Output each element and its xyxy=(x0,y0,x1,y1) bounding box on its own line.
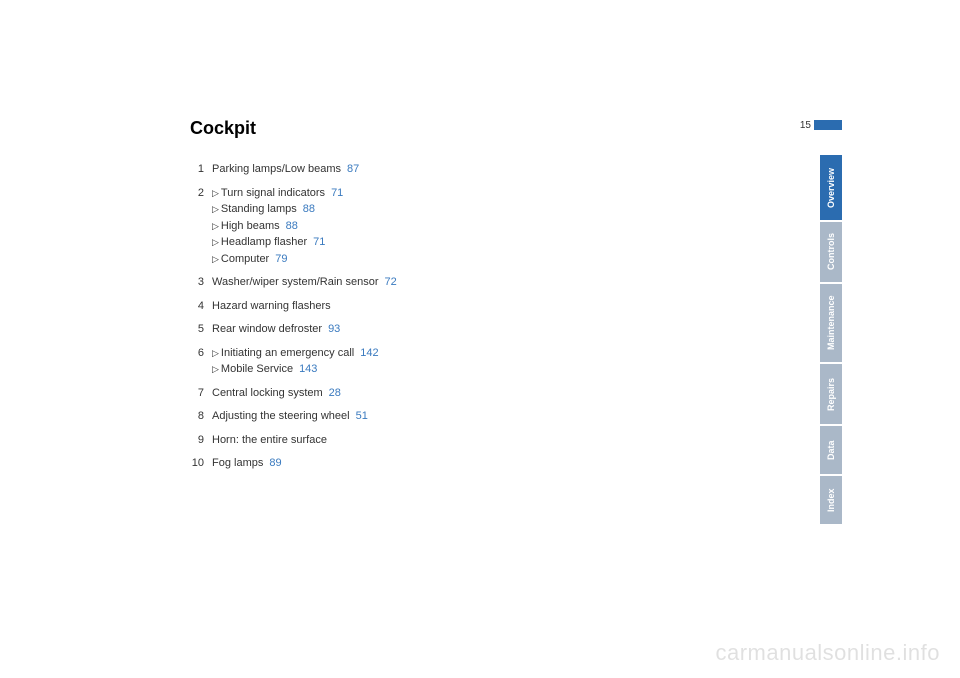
list-item: 10Fog lamps 89 xyxy=(190,455,670,472)
triangle-marker-icon: ▷ xyxy=(212,363,219,377)
list-item: 4Hazard warning flashers xyxy=(190,298,670,315)
item-number: 3 xyxy=(190,274,212,291)
item-text: Hazard warning flashers xyxy=(212,300,331,312)
item-content: ▷Turn signal indicators71▷Standing lamps… xyxy=(212,185,670,268)
item-text: Washer/wiper system/Rain sensor xyxy=(212,276,378,288)
item-content: Parking lamps/Low beams 87 xyxy=(212,161,670,178)
item-line: Central locking system 28 xyxy=(212,385,670,402)
item-line: Rear window defroster 93 xyxy=(212,321,670,338)
item-text: Headlamp flasher xyxy=(221,236,307,248)
cockpit-list: 1Parking lamps/Low beams872▷Turn signal … xyxy=(190,161,670,472)
tab-controls[interactable]: Controls xyxy=(820,222,842,282)
page-ref-link[interactable]: 143 xyxy=(299,363,317,375)
list-item: 1Parking lamps/Low beams 87 xyxy=(190,161,670,178)
list-item: 3Washer/wiper system/Rain sensor 72 xyxy=(190,274,670,291)
triangle-marker-icon: ▷ xyxy=(212,187,219,201)
page-content: Cockpit 1Parking lamps/Low beams872▷Turn… xyxy=(190,118,670,479)
item-content: Hazard warning flashers xyxy=(212,298,670,315)
item-text: Mobile Service xyxy=(221,363,293,375)
triangle-marker-icon: ▷ xyxy=(212,253,219,267)
item-text: Standing lamps xyxy=(221,203,297,215)
page-number-bar: 15 xyxy=(800,118,842,132)
item-text: Adjusting the steering wheel xyxy=(212,410,350,422)
page-number: 15 xyxy=(800,120,811,131)
triangle-marker-icon: ▷ xyxy=(212,236,219,250)
page-number-block xyxy=(814,120,842,130)
list-item: 7Central locking system 28 xyxy=(190,385,670,402)
item-line: ▷Standing lamps 88 xyxy=(212,201,670,218)
triangle-marker-icon: ▷ xyxy=(212,220,219,234)
item-number: 5 xyxy=(190,321,212,338)
page-ref-link[interactable]: 72 xyxy=(384,276,396,288)
item-line: Fog lamps 89 xyxy=(212,455,670,472)
item-text: Parking lamps/Low beams xyxy=(212,163,341,175)
page-ref-link[interactable]: 79 xyxy=(275,253,287,265)
page-ref-link[interactable]: 89 xyxy=(269,457,281,469)
tab-overview[interactable]: Overview xyxy=(820,155,842,220)
page-ref-link[interactable]: 93 xyxy=(328,323,340,335)
list-item: 6▷Initiating an emergency call 142 ▷Mobile… xyxy=(190,345,670,378)
triangle-marker-icon: ▷ xyxy=(212,347,219,361)
item-line: Parking lamps/Low beams 87 xyxy=(212,161,670,178)
item-line: ▷Turn signal indicators 71 xyxy=(212,185,670,202)
page-ref-link[interactable]: 71 xyxy=(331,187,343,199)
item-line: Hazard warning flashers xyxy=(212,298,670,315)
item-number: 7 xyxy=(190,385,212,402)
item-text: Turn signal indicators xyxy=(221,187,325,199)
list-item: 5Rear window defroster 93 xyxy=(190,321,670,338)
item-line: ▷Headlamp flasher 71 xyxy=(212,234,670,251)
list-item: 8Adjusting the steering wheel 51 xyxy=(190,408,670,425)
page-ref-link[interactable]: 88 xyxy=(303,203,315,215)
item-line: ▷Initiating an emergency call 142 xyxy=(212,345,670,362)
item-number: 4 xyxy=(190,298,212,315)
tab-maintenance[interactable]: Maintenance xyxy=(820,284,842,362)
watermark: carmanualsonline.info xyxy=(715,640,940,666)
item-number: 8 xyxy=(190,408,212,425)
item-line: Horn: the entire surface xyxy=(212,432,670,449)
item-text: Horn: the entire surface xyxy=(212,434,327,446)
page-ref-link[interactable]: 71 xyxy=(313,236,325,248)
page-ref-link[interactable]: 28 xyxy=(329,387,341,399)
list-item: 9Horn: the entire surface xyxy=(190,432,670,449)
item-text: Central locking system xyxy=(212,387,323,399)
item-line: Adjusting the steering wheel 51 xyxy=(212,408,670,425)
item-text: High beams xyxy=(221,220,280,232)
item-content: Fog lamps 89 xyxy=(212,455,670,472)
triangle-marker-icon: ▷ xyxy=(212,203,219,217)
item-text: Initiating an emergency call xyxy=(221,347,354,359)
item-line: ▷Mobile Service 143 xyxy=(212,361,670,378)
list-item: 2▷Turn signal indicators71▷Standing lamp… xyxy=(190,185,670,268)
item-content: ▷Initiating an emergency call 142 ▷Mobile … xyxy=(212,345,670,378)
item-content: Horn: the entire surface xyxy=(212,432,670,449)
tab-index[interactable]: Index xyxy=(820,476,842,524)
tab-data[interactable]: Data xyxy=(820,426,842,474)
item-number: 2 xyxy=(190,185,212,268)
item-text: Fog lamps xyxy=(212,457,263,469)
item-number: 6 xyxy=(190,345,212,378)
page-title: Cockpit xyxy=(190,118,670,139)
item-content: Washer/wiper system/Rain sensor 72 xyxy=(212,274,670,291)
item-content: Rear window defroster 93 xyxy=(212,321,670,338)
page-ref-link[interactable]: 87 xyxy=(347,163,359,175)
item-number: 9 xyxy=(190,432,212,449)
item-line: ▷Computer 79 xyxy=(212,251,670,268)
page-ref-link[interactable]: 88 xyxy=(286,220,298,232)
page-ref-link[interactable]: 142 xyxy=(360,347,378,359)
item-line: ▷High beams 88 xyxy=(212,218,670,235)
item-content: Central locking system 28 xyxy=(212,385,670,402)
page-ref-link[interactable]: 51 xyxy=(356,410,368,422)
item-number: 1 xyxy=(190,161,212,178)
tab-repairs[interactable]: Repairs xyxy=(820,364,842,424)
item-text: Computer xyxy=(221,253,269,265)
item-number: 10 xyxy=(190,455,212,472)
item-text: Rear window defroster xyxy=(212,323,322,335)
side-tabs: OverviewControlsMaintenanceRepairsDataIn… xyxy=(820,155,842,526)
item-content: Adjusting the steering wheel 51 xyxy=(212,408,670,425)
item-line: Washer/wiper system/Rain sensor 72 xyxy=(212,274,670,291)
